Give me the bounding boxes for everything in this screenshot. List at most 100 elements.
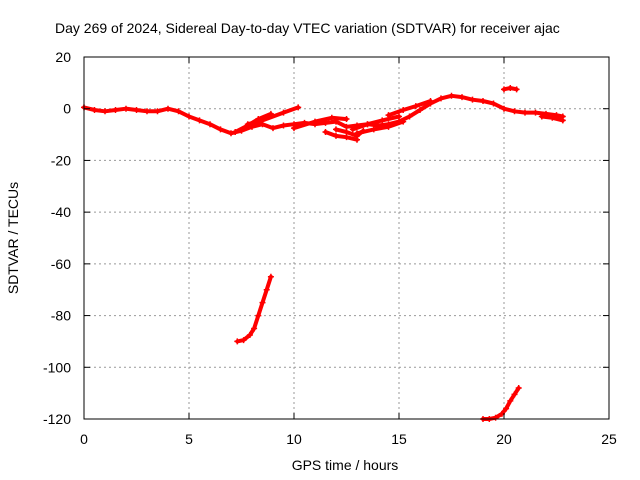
data-point [515, 384, 522, 391]
data-point [513, 86, 520, 93]
data-point [175, 108, 182, 115]
data-point [251, 325, 258, 332]
data-point [244, 121, 251, 128]
data-point [385, 123, 392, 130]
data-point [267, 273, 274, 280]
series-track [355, 119, 406, 136]
series-track [292, 115, 349, 131]
data-point [480, 97, 486, 104]
data-point [349, 126, 356, 133]
y-tick-label: -100 [43, 359, 71, 375]
data-point [328, 114, 335, 121]
data-point [343, 123, 350, 130]
y-tick-label: 20 [55, 49, 71, 65]
y-axis-label: SDTVAR / TECUs [5, 182, 21, 294]
data-point [532, 109, 539, 116]
data-point [559, 117, 566, 124]
data-point [333, 126, 339, 133]
data-point [370, 126, 377, 133]
x-tick-label: 0 [80, 431, 88, 447]
data-point [322, 128, 329, 135]
series-track [245, 105, 301, 127]
data-point [400, 107, 407, 114]
data-point [396, 113, 402, 120]
y-tick-label: 0 [63, 101, 71, 117]
data-point [427, 97, 434, 104]
series-track [235, 274, 273, 344]
data-point [228, 130, 234, 137]
x-tick-label: 10 [286, 431, 302, 447]
series-track [386, 99, 433, 118]
data-point [270, 125, 276, 132]
data-point [511, 391, 518, 398]
data-point [507, 397, 514, 404]
data-point [280, 109, 287, 116]
data-point [511, 108, 518, 115]
data-point [312, 118, 318, 125]
data-series [81, 85, 566, 143]
data-marks [81, 85, 566, 422]
data-point [501, 86, 507, 93]
x-tick-label: 5 [185, 431, 193, 447]
series-track [350, 114, 401, 132]
data-point [246, 331, 253, 338]
data-series [480, 384, 522, 422]
data-point [217, 126, 224, 133]
data-point [549, 114, 556, 121]
data-point [123, 105, 129, 112]
data-point [154, 108, 161, 115]
data-point [507, 85, 514, 92]
axis-ticks [83, 56, 610, 420]
y-tick-label: -40 [51, 204, 71, 220]
x-tick-label: 25 [601, 431, 617, 447]
data-point [255, 312, 262, 319]
data-point [144, 108, 150, 115]
data-point [503, 405, 510, 412]
data-point [400, 118, 407, 125]
data-point [538, 113, 545, 120]
data-point [406, 113, 413, 120]
data-point [333, 132, 339, 139]
x-tick-label: 15 [391, 431, 407, 447]
data-point [417, 107, 423, 114]
y-tick-label: -120 [43, 411, 71, 427]
y-tick-label: -80 [51, 308, 71, 324]
data-point [343, 128, 350, 135]
data-point [343, 134, 350, 141]
data-point [91, 107, 98, 114]
data-point [133, 107, 140, 114]
data-point [234, 338, 241, 345]
data-point [492, 414, 499, 421]
data-point [112, 107, 119, 114]
data-point [263, 286, 270, 293]
data-point [364, 121, 371, 128]
data-point [438, 95, 444, 102]
data-point [280, 122, 287, 129]
data-point [448, 92, 455, 99]
data-point [459, 94, 465, 101]
x-tick-label: 20 [496, 431, 512, 447]
data-point [354, 130, 360, 137]
data-point [295, 104, 302, 111]
data-point [522, 109, 528, 116]
tick-labels: 0 5 10 15 20 25 20 0 -20 -40 -60 -80 -100 -120 [43, 49, 617, 447]
data-point [379, 117, 386, 124]
data-point [343, 116, 350, 123]
data-point [412, 103, 419, 110]
y-tick-label: -60 [51, 256, 71, 272]
plot-frame [83, 56, 610, 420]
data-point [240, 337, 247, 344]
x-axis-label: GPS time / hours [292, 457, 399, 473]
y-tick-label: -20 [51, 152, 71, 168]
data-series [234, 273, 274, 345]
series-track [323, 130, 359, 142]
data-point [207, 121, 213, 128]
data-point [291, 125, 297, 132]
data-point [259, 299, 266, 306]
data-point [469, 96, 476, 103]
data-point [259, 117, 266, 124]
series-track [82, 93, 565, 136]
chart-title: Day 269 of 2024, Sidereal Day-to-day VTE… [55, 20, 560, 36]
data-point [232, 128, 239, 135]
